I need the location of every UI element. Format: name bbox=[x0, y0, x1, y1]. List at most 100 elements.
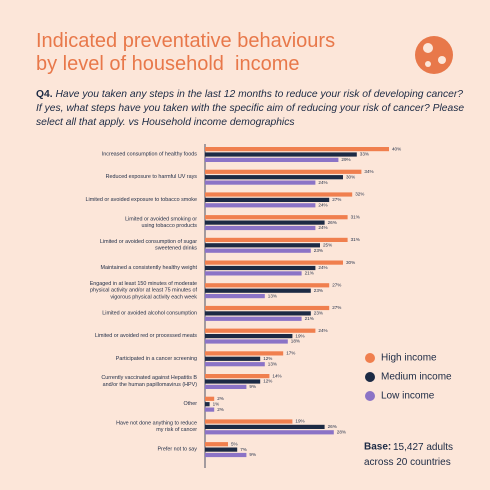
value-label: 21% bbox=[305, 271, 314, 276]
value-label: 27% bbox=[332, 197, 341, 202]
bar bbox=[205, 419, 293, 424]
bar bbox=[205, 225, 316, 231]
value-label: 24% bbox=[318, 265, 327, 270]
bar bbox=[205, 192, 353, 197]
legend-label: High income bbox=[381, 353, 437, 364]
bar bbox=[205, 169, 362, 174]
category-label: Limited or avoided consumption of sugar s… bbox=[100, 239, 197, 252]
category-label: Prefer not to say bbox=[157, 447, 197, 453]
bar bbox=[205, 220, 325, 225]
bar bbox=[205, 396, 215, 401]
legend-label: Low income bbox=[381, 391, 435, 402]
category-label: Reduced exposure to harmful UV rays bbox=[106, 175, 198, 181]
bar bbox=[205, 334, 293, 339]
value-label: 19% bbox=[295, 333, 304, 338]
value-label: 14% bbox=[272, 373, 281, 378]
category-label: Limited or avoided red or processed meat… bbox=[95, 334, 197, 340]
value-label: 24% bbox=[318, 203, 327, 208]
value-label: 9% bbox=[249, 452, 256, 457]
value-label: 13% bbox=[268, 361, 277, 366]
bar bbox=[205, 243, 320, 248]
value-label: 23% bbox=[314, 288, 323, 293]
category-label: Engaged in at least 150 minutes of moder… bbox=[90, 282, 198, 301]
bar bbox=[205, 197, 330, 202]
value-label: 31% bbox=[351, 214, 360, 219]
value-label: 2% bbox=[217, 407, 224, 412]
value-label: 33% bbox=[360, 152, 369, 157]
question: Q4. Have you taken any steps in the last… bbox=[36, 88, 466, 130]
category-label: Have not done anything to reduce my risk … bbox=[116, 421, 197, 434]
bar bbox=[205, 203, 316, 208]
value-label: 30% bbox=[346, 174, 355, 179]
bar bbox=[205, 442, 228, 447]
value-label: 26% bbox=[328, 424, 337, 429]
value-label: 34% bbox=[364, 169, 373, 174]
bar bbox=[205, 447, 238, 452]
logo bbox=[415, 36, 453, 74]
value-label: 12% bbox=[263, 356, 272, 361]
bar bbox=[205, 260, 343, 265]
bar bbox=[205, 265, 316, 271]
value-label: 30% bbox=[346, 260, 355, 265]
value-label: 23% bbox=[314, 248, 323, 253]
value-label: 24% bbox=[318, 328, 327, 333]
value-label: 13% bbox=[268, 293, 277, 298]
legend-label: Medium income bbox=[381, 372, 452, 383]
legend-marker bbox=[365, 372, 375, 382]
legend-marker bbox=[365, 353, 375, 363]
bar bbox=[205, 362, 265, 367]
bar bbox=[205, 430, 334, 435]
value-label: 24% bbox=[318, 180, 327, 185]
bar bbox=[205, 452, 247, 458]
value-label: 23% bbox=[314, 311, 323, 316]
bar bbox=[205, 374, 270, 379]
category-label: Limited or avoided alcohol consumption bbox=[102, 311, 197, 317]
bar bbox=[205, 152, 357, 157]
category-label: Limited or avoided exposure to tobacco s… bbox=[86, 197, 197, 203]
value-label: 12% bbox=[263, 379, 272, 384]
bar bbox=[205, 384, 247, 389]
value-label: 40% bbox=[392, 146, 401, 151]
bar bbox=[205, 402, 210, 407]
bar bbox=[205, 180, 316, 185]
value-label: 27% bbox=[332, 283, 341, 288]
bar bbox=[205, 237, 348, 242]
bar bbox=[205, 339, 288, 344]
value-label: 32% bbox=[355, 192, 364, 197]
bar bbox=[205, 328, 316, 333]
question-text: Have you taken any steps in the last 12 … bbox=[36, 89, 465, 128]
bar bbox=[205, 157, 339, 162]
bar bbox=[205, 271, 302, 276]
category-label: Limited or avoided smoking or using tobac… bbox=[125, 217, 197, 230]
bar bbox=[205, 248, 311, 253]
bar bbox=[205, 305, 330, 311]
value-label: 27% bbox=[332, 305, 341, 310]
value-label: 21% bbox=[305, 316, 314, 321]
bar bbox=[205, 175, 343, 180]
bar bbox=[205, 316, 302, 321]
bar bbox=[205, 356, 261, 361]
value-label: 18% bbox=[291, 339, 300, 344]
value-label: 5% bbox=[231, 441, 238, 446]
category-label: Maintained a consistently healthy weight bbox=[101, 265, 198, 271]
bar bbox=[205, 311, 311, 316]
legend-marker bbox=[365, 391, 375, 401]
note-label: Base: bbox=[364, 442, 391, 453]
category-label: Increased consumption of healthy foods bbox=[102, 152, 198, 158]
value-label: 25% bbox=[323, 243, 332, 248]
chart-title: Indicated preventative behaviours by lev… bbox=[36, 30, 336, 75]
value-label: 1% bbox=[213, 401, 220, 406]
note: 15,427 adults across 20 countries bbox=[364, 442, 453, 468]
bar bbox=[205, 283, 330, 288]
bar bbox=[205, 147, 389, 152]
value-label: 31% bbox=[351, 237, 360, 242]
bar bbox=[205, 424, 325, 429]
bar bbox=[205, 379, 261, 384]
value-label: 7% bbox=[240, 447, 247, 452]
bar bbox=[205, 288, 311, 293]
category-label: Currently vaccinated against Hepatitis B… bbox=[101, 376, 197, 389]
value-label: 2% bbox=[217, 396, 224, 401]
value-label: 24% bbox=[318, 225, 327, 230]
